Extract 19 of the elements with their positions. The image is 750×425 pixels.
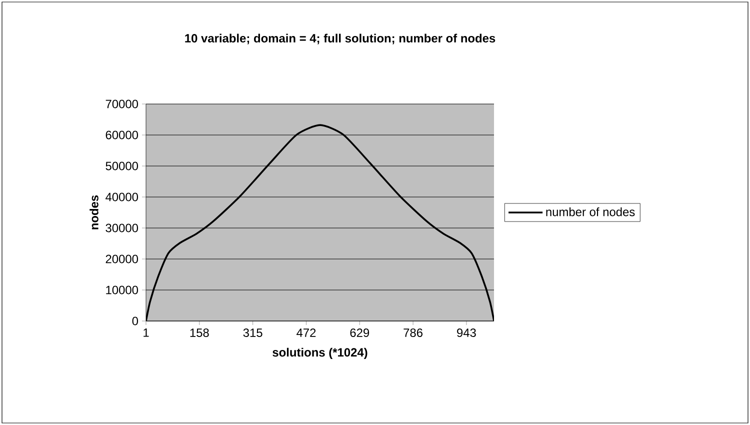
x-tick-label: 315 <box>243 328 262 337</box>
y-tick-label: 70000 <box>106 100 138 108</box>
y-tick-label: 0 <box>132 316 138 326</box>
x-tick-label: 158 <box>190 328 209 337</box>
y-tick-label: 60000 <box>106 130 138 140</box>
legend-label: number of nodes <box>546 207 635 216</box>
y-axis-title: nodes <box>90 195 98 230</box>
y-tick-label: 20000 <box>106 254 138 264</box>
x-axis-title: solutions (*1024) <box>272 348 368 359</box>
y-tick-label: 50000 <box>106 162 138 170</box>
chart-title: 10 variable; domain = 4; full solution; number of nodes <box>185 34 496 44</box>
x-tick-label: 472 <box>296 328 316 337</box>
x-tick-label: 943 <box>457 328 476 337</box>
y-tick-label: 40000 <box>106 192 138 202</box>
y-tick-label: 30000 <box>106 224 138 232</box>
y-tick-label: 10000 <box>106 286 138 294</box>
x-tick-label: 786 <box>404 328 422 337</box>
x-tick-label: 629 <box>350 328 370 337</box>
x-tick-label: 1 <box>144 328 149 337</box>
